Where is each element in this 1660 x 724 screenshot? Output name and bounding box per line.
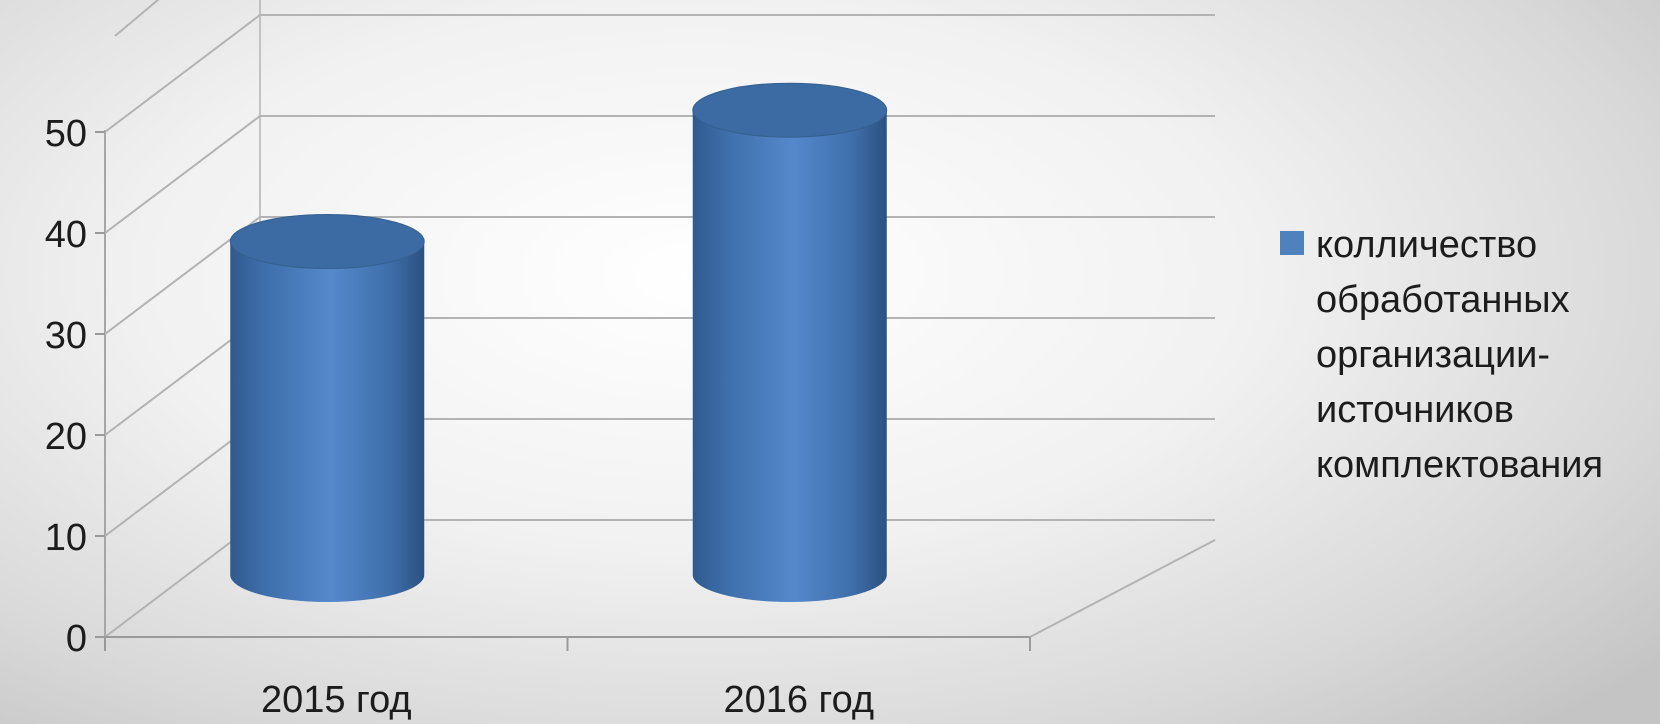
y-axis: 0 10 20 30 40 50 — [45, 113, 105, 660]
legend-swatch — [1280, 231, 1304, 255]
legend: колличество обработанных организации-ист… — [1280, 218, 1650, 493]
bar-top — [229, 214, 425, 269]
bar-body — [230, 241, 425, 602]
y-tick-label: 20 — [45, 416, 87, 458]
side-gridline — [104, 115, 261, 234]
floor-right-edge — [1029, 539, 1216, 638]
y-tick-label: 40 — [45, 214, 87, 256]
y-tick-label: 0 — [66, 618, 87, 660]
legend-label: колличество обработанных организации-ист… — [1316, 224, 1604, 486]
bar-top — [692, 82, 888, 138]
bar-2016-год — [692, 82, 888, 602]
y-tick-label: 50 — [45, 113, 87, 155]
bar-body — [692, 110, 887, 602]
x-tick-label: 2016 год — [723, 679, 874, 721]
y-tick-label: 30 — [45, 315, 87, 357]
x-tick-label: 2015 год — [261, 679, 412, 721]
side-gridline — [114, 0, 160, 37]
side-gridline — [104, 14, 261, 133]
bar-2015-год — [229, 214, 425, 602]
y-tick-label: 10 — [45, 517, 87, 559]
bars — [229, 82, 888, 602]
x-axis: 2015 год 2016 год — [104, 637, 1031, 721]
